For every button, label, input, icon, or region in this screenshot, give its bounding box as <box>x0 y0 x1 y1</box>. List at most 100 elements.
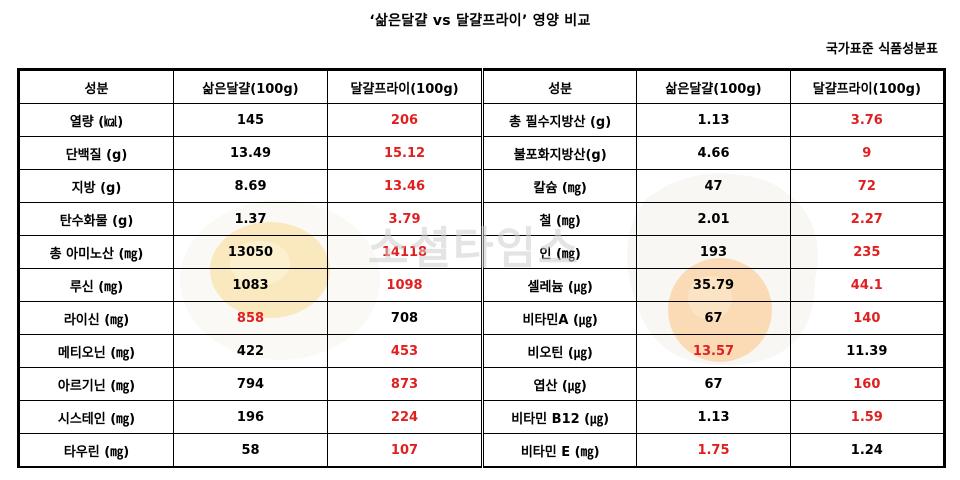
fried-value-cell: 160 <box>789 367 945 401</box>
boiled-value-cell: 858 <box>173 301 328 335</box>
fried-value-cell: 453 <box>327 334 482 368</box>
nutrient-name-cell: 칼슘 (㎎) <box>482 169 638 203</box>
nutrient-name-cell: 탄수화물 (g) <box>19 202 174 236</box>
fried-value-cell: 44.1 <box>789 268 945 302</box>
nutrient-name-cell: 불포화지방산(g) <box>482 136 638 170</box>
boiled-value-cell: 794 <box>173 367 328 401</box>
nutrient-name-cell: 시스테인 (㎎) <box>19 400 174 434</box>
table-row: 메티오닌 (㎎) 422 453 <box>19 334 482 368</box>
fried-value-cell: 1.59 <box>789 400 945 434</box>
fried-value-cell: 3.79 <box>327 202 482 236</box>
table-row: 철 (㎎) 2.01 2.27 <box>482 202 945 236</box>
boiled-value-cell: 196 <box>173 400 328 434</box>
fried-value-cell: 14118 <box>327 235 482 269</box>
fried-value-cell: 140 <box>789 301 945 335</box>
nutrient-name-cell: 지방 (g) <box>19 169 174 203</box>
table-header-row: 성분 삶은달걀(100g) 달걀프라이(100g) <box>19 70 482 104</box>
table-row: 셀레늄 (㎍) 35.79 44.1 <box>482 268 945 302</box>
nutrient-name-cell: 열량 (㎉) <box>19 103 174 137</box>
nutrient-name-cell: 메티오닌 (㎎) <box>19 334 174 368</box>
table-row: 타우린 (㎎) 58 107 <box>19 433 482 467</box>
nutrient-name-cell: 인 (㎎) <box>482 235 638 269</box>
fried-value-cell: 3.76 <box>789 103 945 137</box>
fried-value-cell: 72 <box>789 169 945 203</box>
nutrient-name-cell: 아르기닌 (㎎) <box>19 367 174 401</box>
nutrient-name-cell: 철 (㎎) <box>482 202 638 236</box>
header-component: 성분 <box>19 70 174 104</box>
fried-value-cell: 9 <box>789 136 945 170</box>
fried-value-cell: 235 <box>789 235 945 269</box>
source-label: 국가표준 식품성분표 <box>825 42 938 57</box>
header-fried: 달걀프라이(100g) <box>327 70 482 104</box>
table-row: 루신 (㎎) 1083 1098 <box>19 268 482 302</box>
table-row: 총 필수지방산 (g) 1.13 3.76 <box>482 103 945 137</box>
fried-value-cell: 708 <box>327 301 482 335</box>
nutrient-name-cell: 총 필수지방산 (g) <box>482 103 638 137</box>
boiled-value-cell: 13050 <box>173 235 328 269</box>
table-header-row: 성분 삶은달걀(100g) 달걀프라이(100g) <box>482 70 945 104</box>
table-row: 엽산 (㎍) 67 160 <box>482 367 945 401</box>
nutrient-name-cell: 셀레늄 (㎍) <box>482 268 638 302</box>
nutrient-name-cell: 엽산 (㎍) <box>482 367 638 401</box>
fried-value-cell: 873 <box>327 367 482 401</box>
table-row: 지방 (g) 8.69 13.46 <box>19 169 482 203</box>
table-row: 비타민A (㎍) 67 140 <box>482 301 945 335</box>
fried-value-cell: 1098 <box>327 268 482 302</box>
boiled-value-cell: 1.75 <box>636 433 791 467</box>
table-row: 인 (㎎) 193 235 <box>482 235 945 269</box>
table-row: 라이신 (㎎) 858 708 <box>19 301 482 335</box>
fried-value-cell: 11.39 <box>789 334 945 368</box>
table-row: 열량 (㎉) 145 206 <box>19 103 482 137</box>
table-row: 칼슘 (㎎) 47 72 <box>482 169 945 203</box>
page-title: ‘삶은달걀 vs 달걀프라이’ 영양 비교 <box>369 13 591 29</box>
boiled-value-cell: 145 <box>173 103 328 137</box>
header-component: 성분 <box>482 70 638 104</box>
boiled-value-cell: 8.69 <box>173 169 328 203</box>
table-row: 탄수화물 (g) 1.37 3.79 <box>19 202 482 236</box>
header-fried: 달걀프라이(100g) <box>789 70 945 104</box>
header-boiled: 삶은달걀(100g) <box>173 70 328 104</box>
fried-value-cell: 2.27 <box>789 202 945 236</box>
boiled-value-cell: 2.01 <box>636 202 791 236</box>
boiled-value-cell: 422 <box>173 334 328 368</box>
nutrition-table-left: 성분 삶은달걀(100g) 달걀프라이(100g) 열량 (㎉) 145 206 단백… <box>17 68 482 468</box>
table-row: 불포화지방산(g) 4.66 9 <box>482 136 945 170</box>
nutrition-table-right: 성분 삶은달걀(100g) 달걀프라이(100g) 총 필수지방산 (g) 1.1… <box>482 68 946 468</box>
boiled-value-cell: 13.57 <box>636 334 791 368</box>
nutrient-name-cell: 비타민A (㎍) <box>482 301 638 335</box>
boiled-value-cell: 4.66 <box>636 136 791 170</box>
boiled-value-cell: 67 <box>636 301 791 335</box>
boiled-value-cell: 1.13 <box>636 400 791 434</box>
boiled-value-cell: 58 <box>173 433 328 467</box>
boiled-value-cell: 1.13 <box>636 103 791 137</box>
fried-value-cell: 206 <box>327 103 482 137</box>
table-row: 단백질 (g) 13.49 15.12 <box>19 136 482 170</box>
header-boiled: 삶은달걀(100g) <box>636 70 791 104</box>
boiled-value-cell: 67 <box>636 367 791 401</box>
fried-value-cell: 13.46 <box>327 169 482 203</box>
nutrient-name-cell: 비오틴 (㎍) <box>482 334 638 368</box>
boiled-value-cell: 35.79 <box>636 268 791 302</box>
nutrient-name-cell: 비타민 B12 (㎍) <box>482 400 638 434</box>
boiled-value-cell: 13.49 <box>173 136 328 170</box>
table-row: 비타민 B12 (㎍) 1.13 1.59 <box>482 400 945 434</box>
nutrient-name-cell: 루신 (㎎) <box>19 268 174 302</box>
nutrient-name-cell: 비타민 E (㎎) <box>482 433 638 467</box>
fried-value-cell: 224 <box>327 400 482 434</box>
fried-value-cell: 1.24 <box>789 433 945 467</box>
table-row: 시스테인 (㎎) 196 224 <box>19 400 482 434</box>
table-row: 아르기닌 (㎎) 794 873 <box>19 367 482 401</box>
table-row: 비오틴 (㎍) 13.57 11.39 <box>482 334 945 368</box>
nutrient-name-cell: 타우린 (㎎) <box>19 433 174 467</box>
table-row: 비타민 E (㎎) 1.75 1.24 <box>482 433 945 467</box>
fried-value-cell: 15.12 <box>327 136 482 170</box>
table-row: 총 아미노산 (㎎) 13050 14118 <box>19 235 482 269</box>
boiled-value-cell: 1.37 <box>173 202 328 236</box>
nutrient-name-cell: 총 아미노산 (㎎) <box>19 235 174 269</box>
boiled-value-cell: 193 <box>636 235 791 269</box>
boiled-value-cell: 1083 <box>173 268 328 302</box>
nutrient-name-cell: 단백질 (g) <box>19 136 174 170</box>
boiled-value-cell: 47 <box>636 169 791 203</box>
nutrient-name-cell: 라이신 (㎎) <box>19 301 174 335</box>
fried-value-cell: 107 <box>327 433 482 467</box>
